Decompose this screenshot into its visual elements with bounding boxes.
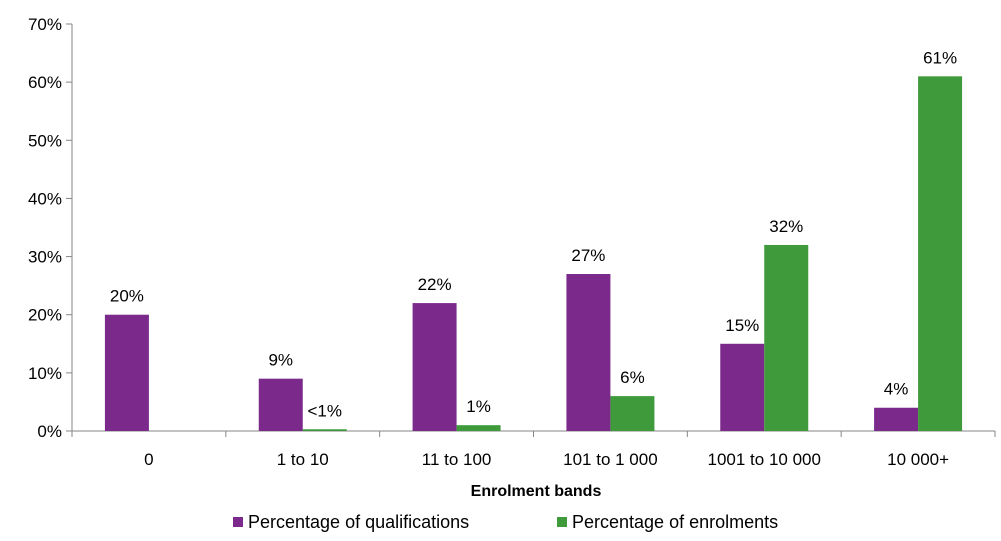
bar	[302, 429, 347, 431]
data-label: 9%	[268, 351, 293, 370]
x-tick-label: 1 to 10	[277, 450, 329, 469]
legend: Percentage of qualifications Percentage o…	[233, 512, 778, 532]
data-label: 1%	[466, 397, 491, 416]
y-tick-label: 50%	[28, 131, 62, 150]
bar	[918, 76, 963, 431]
x-tick-label: 1001 to 10 000	[708, 450, 821, 469]
data-label: 32%	[769, 217, 803, 236]
bar	[456, 425, 501, 431]
data-label: 6%	[620, 368, 645, 387]
bar	[566, 274, 611, 431]
bar	[412, 303, 457, 431]
legend-label: Percentage of qualifications	[248, 512, 469, 532]
data-label: 20%	[110, 287, 144, 306]
data-label: <1%	[308, 401, 343, 420]
data-label: 4%	[884, 380, 909, 399]
data-label: 27%	[571, 246, 605, 265]
y-tick-label: 30%	[28, 248, 62, 267]
legend-swatch	[557, 517, 567, 527]
bar	[874, 407, 919, 431]
x-tick-label: 101 to 1 000	[563, 450, 658, 469]
bar	[720, 343, 765, 431]
x-tick-label: 11 to 100	[422, 450, 492, 469]
data-label: 22%	[418, 275, 452, 294]
legend-label: Percentage of enrolments	[572, 512, 778, 532]
y-tick-label: 60%	[28, 73, 62, 92]
legend-swatch	[233, 517, 243, 527]
y-axis: 0% 10% 20% 30% 40% 50% 60% 70%	[28, 15, 73, 441]
x-axis: 0 1 to 10 11 to 100 101 to 1 000 1001 to 10 …	[71, 430, 996, 469]
data-label: 61%	[923, 48, 957, 67]
bar	[258, 378, 303, 431]
x-axis-title: Enrolment bands	[471, 483, 602, 500]
y-tick-label: 10%	[28, 364, 62, 383]
x-tick-label: 10 000+	[887, 450, 949, 469]
y-tick-label: 0%	[37, 422, 62, 441]
y-tick-label: 20%	[28, 306, 62, 325]
y-tick-label: 70%	[28, 15, 62, 34]
y-tick-label: 40%	[28, 189, 62, 208]
data-label: 15%	[725, 316, 759, 335]
bar	[104, 314, 149, 431]
bar	[610, 396, 655, 431]
data-labels: 20% 9% 22% 27% 15% 4% <1% 1% 6% 32% 61%	[110, 48, 957, 420]
bar	[764, 244, 809, 431]
x-tick-label: 0	[144, 450, 153, 469]
bars	[104, 76, 963, 431]
